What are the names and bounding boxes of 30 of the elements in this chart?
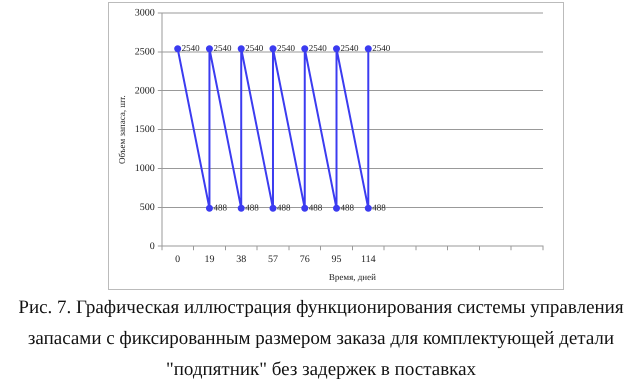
data-label: 2540 bbox=[213, 43, 232, 54]
x-tick-label: 19 bbox=[204, 254, 214, 265]
text: Рис. 7. Графическая иллюстрация функционирования системы управления запасами с фиксированным размером заказа для комплектующей детали "подпятник" без задержек в поставках bbox=[17, 296, 625, 382]
data-label: 2540 bbox=[372, 43, 391, 54]
data-label: 488 bbox=[308, 202, 323, 213]
data-label: 488 bbox=[276, 202, 291, 213]
x-axis-title: Время, дней bbox=[328, 272, 376, 282]
x-tick-label: 95 bbox=[332, 254, 342, 265]
x-tick-label: 114 bbox=[360, 254, 376, 265]
data-label: 2540 bbox=[340, 43, 360, 54]
data-label: 2540 bbox=[182, 43, 200, 54]
data-label: 488 bbox=[245, 202, 260, 213]
y-tick-label: 500 bbox=[140, 202, 155, 213]
data-label: 2540 bbox=[276, 43, 296, 54]
y-tick-label: 2000 bbox=[134, 85, 155, 96]
y-tick-label: 1500 bbox=[134, 124, 155, 136]
x-tick-label: 57 bbox=[268, 254, 278, 265]
data-label: 488 bbox=[213, 202, 228, 213]
y-tick-label: 2500 bbox=[134, 46, 155, 58]
y-tick-label: 3000 bbox=[134, 8, 155, 19]
data-label: 488 bbox=[372, 202, 386, 213]
y-tick-label: 1000 bbox=[134, 163, 155, 174]
x-tick-label: 0 bbox=[175, 254, 180, 265]
x-tick-label: 38 bbox=[236, 254, 246, 265]
x-tick-label: 76 bbox=[300, 254, 310, 265]
data-label: 2540 bbox=[308, 43, 328, 54]
data-label: 2540 bbox=[245, 43, 264, 54]
y-tick-label: 0 bbox=[150, 240, 155, 252]
y-axis-title: Объем запаса, шт. bbox=[116, 95, 127, 164]
data-label: 488 bbox=[340, 202, 355, 213]
